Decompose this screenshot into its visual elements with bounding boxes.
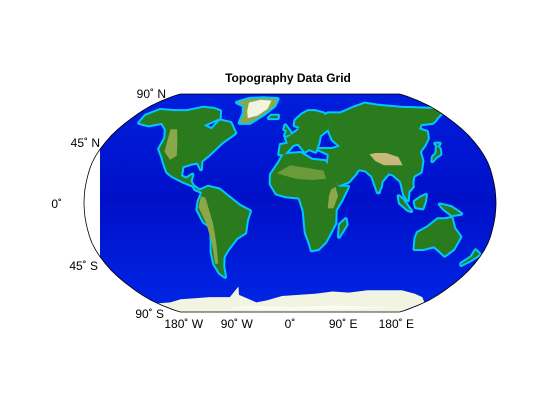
antarctic-ridge bbox=[224, 305, 401, 310]
borneo bbox=[414, 194, 426, 209]
andes bbox=[198, 196, 219, 264]
latitude-label: 90˚ S bbox=[135, 307, 164, 321]
new-guinea bbox=[439, 204, 462, 216]
latitude-label: 90˚ N bbox=[137, 87, 166, 101]
longitude-label: 90˚ E bbox=[329, 317, 358, 331]
britain bbox=[284, 125, 291, 136]
australia bbox=[414, 217, 461, 256]
india bbox=[365, 158, 389, 193]
north-america bbox=[139, 107, 236, 191]
greenland-ice bbox=[247, 99, 272, 119]
latitude-label: 0˚ bbox=[51, 197, 62, 211]
iceland bbox=[268, 115, 278, 119]
latitude-labels: 90˚ N 45˚ N 0˚ 45˚ S 90˚ S bbox=[51, 87, 166, 321]
sahara bbox=[276, 165, 327, 180]
europe bbox=[279, 111, 330, 155]
longitude-label: 180˚ E bbox=[379, 317, 414, 331]
latitude-label: 45˚ S bbox=[69, 259, 98, 273]
longitude-label: 180˚ W bbox=[164, 317, 203, 331]
map-frame bbox=[83, 93, 497, 313]
latitude-label: 45˚ N bbox=[71, 136, 100, 150]
sumatra bbox=[398, 196, 412, 212]
east-africa-highlands bbox=[327, 186, 338, 209]
arabia bbox=[328, 162, 357, 186]
rocky-mountains bbox=[164, 129, 178, 160]
tibetan-plateau bbox=[369, 153, 403, 166]
africa bbox=[270, 153, 348, 251]
new-zealand bbox=[461, 250, 480, 265]
longitude-label: 0˚ bbox=[285, 317, 296, 331]
south-america bbox=[197, 186, 250, 277]
longitude-label: 90˚ W bbox=[221, 317, 254, 331]
southeast-asia bbox=[400, 176, 413, 201]
japan bbox=[432, 143, 441, 162]
topography-map bbox=[100, 94, 496, 312]
map-title: Topography Data Grid bbox=[225, 71, 351, 85]
madagascar bbox=[339, 219, 347, 237]
longitude-labels: 180˚ W 90˚ W 0˚ 90˚ E 180˚ E bbox=[164, 317, 414, 331]
antarctica bbox=[157, 286, 425, 312]
